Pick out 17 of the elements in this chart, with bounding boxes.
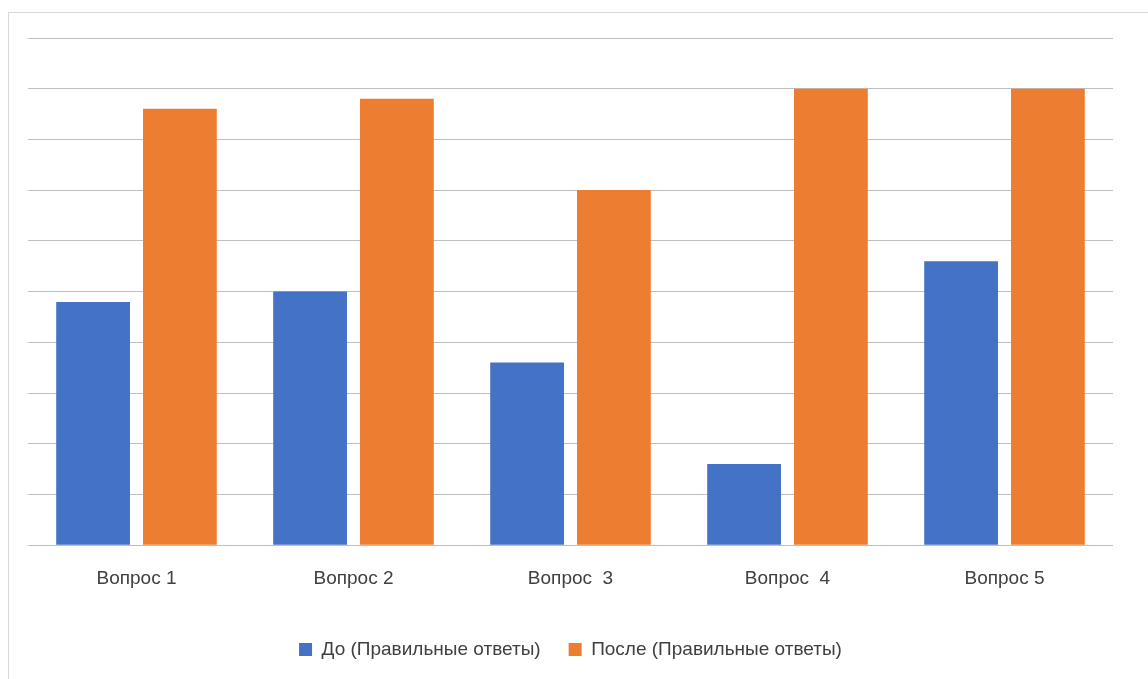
bar bbox=[490, 362, 564, 545]
x-tick-label: Вопрос 5 bbox=[964, 566, 1045, 588]
bar bbox=[1011, 88, 1085, 545]
x-tick-label: Вопрос 2 bbox=[313, 566, 394, 588]
x-tick-label: Вопрос 1 bbox=[96, 566, 177, 588]
bar bbox=[707, 463, 781, 545]
bar bbox=[273, 291, 347, 545]
x-tick-label: Вопрос 3 bbox=[527, 566, 614, 588]
bar bbox=[794, 88, 868, 545]
bar bbox=[577, 190, 651, 545]
bar bbox=[56, 301, 130, 545]
bar bbox=[360, 98, 434, 545]
bar bbox=[143, 108, 217, 545]
x-tick-label: Вопрос 4 bbox=[744, 566, 831, 588]
legend-label: До (Правильные ответы) bbox=[321, 637, 541, 659]
legend-label: После (Правильные ответы) bbox=[591, 637, 842, 659]
bar bbox=[924, 261, 998, 545]
